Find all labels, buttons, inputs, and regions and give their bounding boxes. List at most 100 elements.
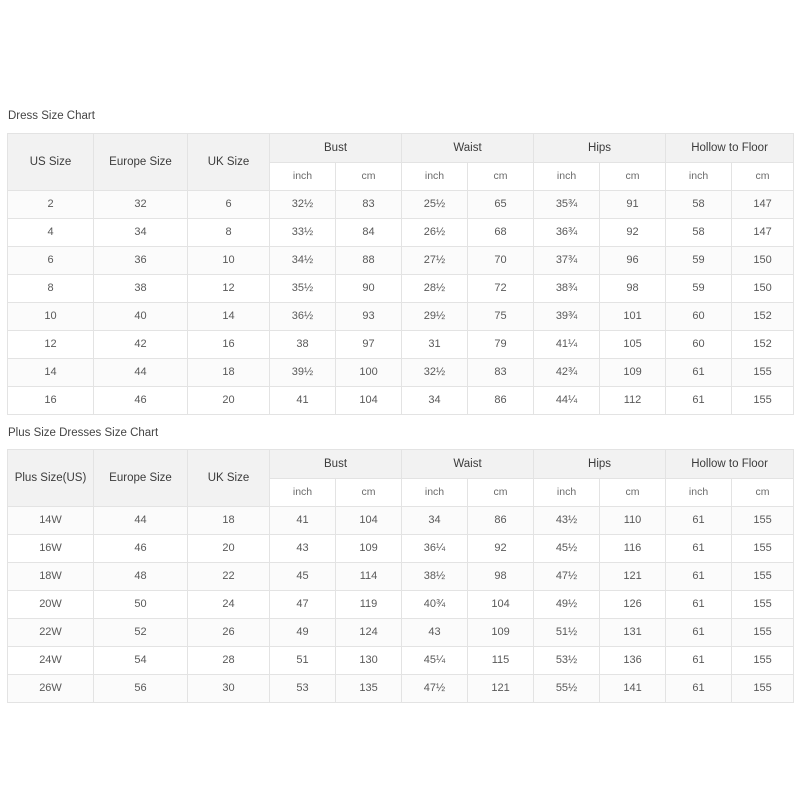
cell-size-us: 2: [7, 189, 94, 219]
cell-waist-cm: 86: [467, 385, 535, 415]
cell-bust-cm: 104: [334, 385, 403, 415]
cell-hips-cm: 121: [599, 562, 667, 591]
cell-hollow-inch: 61: [665, 674, 733, 703]
cell-waist-cm: 70: [467, 245, 535, 275]
cell-waist-inch: 27½: [401, 245, 469, 275]
cell-waist-inch: 29½: [401, 301, 469, 331]
cell-size-us: 12: [7, 329, 94, 359]
table-row: 12 42 16 38 97 31 79 41¼ 105 60 152: [7, 329, 795, 359]
table-row: 20W 50 24 47 119 40¾ 104 49½ 126 61 155: [7, 590, 795, 619]
header-row-groups: US Size Europe Size UK Size Bust Waist H…: [7, 132, 795, 191]
cell-size-uk: 18: [187, 357, 270, 387]
cell-bust-inch: 49: [269, 618, 336, 647]
header-hollow-inch: inch: [665, 161, 733, 191]
cell-waist-cm: 72: [467, 273, 535, 303]
header-hips-inch: inch: [533, 161, 601, 191]
header-hollow-to-floor: Hollow to Floor: [665, 132, 795, 163]
cell-bust-inch: 38: [269, 329, 336, 359]
dress-size-chart-block: Dress Size Chart US Size Europe Size UK …: [7, 0, 795, 415]
table-row: 2 32 6 32½ 83 25½ 65 35¾ 91 58 147: [7, 189, 795, 219]
cell-hips-cm: 98: [599, 273, 667, 303]
cell-hollow-cm: 147: [731, 189, 795, 219]
cell-hips-cm: 92: [599, 217, 667, 247]
cell-size-us: 24W: [7, 646, 94, 675]
cell-size-uk: 8: [187, 217, 270, 247]
table-row: 24W 54 28 51 130 45¼ 115 53½ 136 61 155: [7, 646, 795, 675]
cell-waist-inch: 36¼: [401, 534, 469, 563]
table-row: 22W 52 26 49 124 43 109 51½ 131 61 155: [7, 618, 795, 647]
cell-waist-inch: 43: [401, 618, 469, 647]
table-row: 16 46 20 41 104 34 86 44¼ 112 61 155: [7, 385, 795, 415]
cell-size-uk: 16: [187, 329, 270, 359]
header-waist-cm: cm: [467, 478, 535, 507]
cell-size-uk: 12: [187, 273, 270, 303]
plus-size-chart-title: Plus Size Dresses Size Chart: [8, 426, 159, 439]
plus-size-chart-table: Plus Size(US) Europe Size UK Size Bust W…: [7, 449, 795, 703]
plus-size-chart-block: Plus Size Dresses Size Chart Plus Size(U…: [7, 415, 795, 703]
header-hips-cm: cm: [599, 478, 667, 507]
cell-size-uk: 18: [187, 506, 270, 535]
cell-hollow-cm: 152: [731, 301, 795, 331]
cell-waist-inch: 28½: [401, 273, 469, 303]
cell-hollow-inch: 58: [665, 217, 733, 247]
cell-bust-inch: 51: [269, 646, 336, 675]
table-row: 26W 56 30 53 135 47½ 121 55½ 141 61 155: [7, 674, 795, 703]
cell-size-eu: 40: [93, 301, 188, 331]
header-waist-cm: cm: [467, 161, 535, 191]
cell-bust-cm: 88: [334, 245, 403, 275]
cell-hips-inch: 51½: [533, 618, 601, 647]
cell-waist-inch: 45¼: [401, 646, 469, 675]
plus-size-chart-body: 14W 44 18 41 104 34 86 43½ 110 61 155 16W 46 20 43 109 3…: [7, 506, 795, 703]
header-uk-size: UK Size: [187, 449, 270, 507]
cell-bust-inch: 32½: [269, 189, 336, 219]
table-row: 14W 44 18 41 104 34 86 43½ 110 61 155: [7, 506, 795, 535]
header-row-units: inch cm inch cm inch cm inch cm: [8, 478, 795, 507]
cell-hips-inch: 45½: [533, 534, 601, 563]
cell-hips-inch: 49½: [533, 590, 601, 619]
cell-hips-cm: 116: [599, 534, 667, 563]
cell-waist-cm: 98: [467, 562, 535, 591]
cell-bust-cm: 130: [334, 646, 403, 675]
cell-bust-inch: 47: [269, 590, 336, 619]
table-row: 18W 48 22 45 114 38½ 98 47½ 121 61 155: [7, 562, 795, 591]
header-hollow-inch: inch: [665, 478, 733, 507]
cell-waist-cm: 86: [467, 506, 535, 535]
cell-hips-cm: 109: [599, 357, 667, 387]
table-row: 6 36 10 34½ 88 27½ 70 37¾ 96 59 150: [7, 245, 795, 275]
cell-size-us: 22W: [7, 618, 94, 647]
cell-hips-cm: 110: [599, 506, 667, 535]
cell-waist-cm: 83: [467, 357, 535, 387]
dress-size-chart-title: Dress Size Chart: [8, 110, 95, 122]
header-hips-cm: cm: [599, 161, 667, 191]
cell-size-eu: 50: [93, 590, 188, 619]
cell-size-uk: 30: [187, 674, 270, 703]
header-waist: Waist: [401, 449, 535, 479]
cell-bust-inch: 45: [269, 562, 336, 591]
header-hips: Hips: [533, 132, 667, 163]
table-row: 4 34 8 33½ 84 26½ 68 36¾ 92 58 147: [7, 217, 795, 247]
cell-hollow-inch: 61: [665, 385, 733, 415]
cell-bust-inch: 41: [269, 385, 336, 415]
cell-hollow-cm: 152: [731, 329, 795, 359]
cell-hips-cm: 136: [599, 646, 667, 675]
cell-size-eu: 46: [93, 534, 188, 563]
cell-hips-cm: 112: [599, 385, 667, 415]
cell-size-uk: 22: [187, 562, 270, 591]
cell-waist-inch: 38½: [401, 562, 469, 591]
cell-hips-cm: 126: [599, 590, 667, 619]
cell-waist-cm: 109: [467, 618, 535, 647]
cell-size-eu: 44: [93, 357, 188, 387]
header-hips-inch: inch: [533, 478, 601, 507]
cell-hips-inch: 44¼: [533, 385, 601, 415]
cell-hollow-cm: 155: [731, 385, 795, 415]
cell-waist-inch: 34: [401, 506, 469, 535]
cell-size-us: 26W: [7, 674, 94, 703]
cell-waist-cm: 115: [467, 646, 535, 675]
cell-size-eu: 46: [93, 385, 188, 415]
cell-waist-inch: 31: [401, 329, 469, 359]
cell-hollow-inch: 59: [665, 245, 733, 275]
table-head: US Size Europe Size UK Size Bust Waist H…: [7, 132, 795, 191]
cell-hips-inch: 47½: [533, 562, 601, 591]
cell-size-us: 6: [7, 245, 94, 275]
cell-bust-inch: 41: [269, 506, 336, 535]
